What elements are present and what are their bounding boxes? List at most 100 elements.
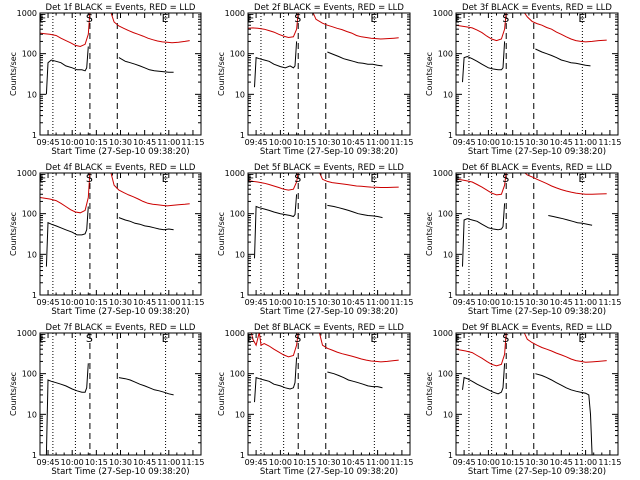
panel-title: Det 4f BLACK = Events, RED = LLD (46, 163, 196, 173)
x-tick-label: 10:00 (269, 458, 292, 467)
x-tick-label: 09:45 (453, 138, 476, 147)
y-axis-label: Counts/sec (217, 372, 226, 416)
x-axis-label: Start Time (27-Sep-10 09:38:20) (260, 147, 398, 157)
x-axis-label: Start Time (27-Sep-10 09:38:20) (51, 307, 189, 317)
marker-e-left: E (455, 12, 462, 25)
y-tick-label: 1 (240, 291, 245, 300)
x-tick-label: 09:45 (37, 138, 60, 147)
x-axis-label: Start Time (27-Sep-10 09:38:20) (260, 467, 398, 477)
marker-s: S (502, 12, 509, 25)
lld-series-line (110, 173, 190, 207)
series-group (45, 363, 174, 455)
x-tick-label: 10:00 (61, 298, 84, 307)
reference-lines (260, 13, 375, 135)
y-tick-label: 100 (22, 370, 37, 379)
x-tick-label: 11:15 (598, 138, 621, 147)
events-series-line (462, 363, 506, 395)
x-tick-label: 10:30 (109, 138, 132, 147)
events-series-line (327, 371, 383, 389)
panel-title: Det 9f BLACK = Events, RED = LLD (462, 323, 612, 333)
marker-s: S (86, 12, 93, 25)
x-tick-label: 10:00 (61, 458, 84, 467)
y-tick-label: 100 (438, 50, 453, 59)
y-tick-label: 10 (27, 250, 37, 259)
x-tick-label: 10:45 (550, 138, 573, 147)
marker-e-left: E (39, 332, 46, 345)
x-tick-label: 10:00 (477, 138, 500, 147)
reference-lines (468, 173, 583, 295)
marker-e-left: E (247, 172, 254, 185)
events-series-line (535, 373, 593, 455)
y-tick-label: 1 (448, 291, 453, 300)
x-tick-label: 10:45 (342, 138, 365, 147)
reference-lines (260, 333, 375, 455)
reference-lines (52, 13, 167, 135)
x-tick-label: 10:15 (85, 458, 108, 467)
lld-series-line (248, 333, 299, 358)
events-series-line (45, 206, 89, 267)
x-tick-label: 10:45 (550, 298, 573, 307)
panel-title: Det 8f BLACK = Events, RED = LLD (254, 323, 404, 333)
lld-series-line (456, 13, 507, 42)
x-tick-label: 10:15 (85, 298, 108, 307)
x-tick-label: 11:00 (574, 138, 597, 147)
x-tick-label: 11:15 (598, 458, 621, 467)
lld-series-line (318, 333, 399, 363)
x-tick-label: 11:00 (366, 138, 389, 147)
y-axis-label: Counts/sec (217, 52, 226, 96)
reference-lines (468, 13, 583, 135)
marker-s: S (86, 332, 93, 345)
series-group (40, 173, 190, 267)
y-tick-label: 10 (27, 410, 37, 419)
y-axis-label: Counts/sec (217, 212, 226, 256)
plot-frame (39, 332, 202, 456)
x-tick-label: 10:15 (501, 458, 524, 467)
marker-e-left: E (247, 332, 254, 345)
x-axis-label: Start Time (27-Sep-10 09:38:20) (51, 467, 189, 477)
plot-frame (247, 332, 411, 456)
events-series-line (462, 203, 506, 267)
reference-lines (52, 173, 167, 295)
events-series-line (118, 217, 174, 231)
x-tick-label: 11:15 (390, 458, 413, 467)
x-tick-label: 10:00 (61, 138, 84, 147)
y-tick-label: 10 (443, 410, 453, 419)
marker-e-right: E (162, 172, 169, 185)
panel-title: Det 6f BLACK = Events, RED = LLD (462, 163, 612, 173)
x-tick-label: 11:15 (390, 138, 413, 147)
y-axis-label: Counts/sec (425, 52, 434, 96)
y-tick-label: 1000 (225, 9, 245, 18)
series-group (40, 13, 190, 95)
x-tick-label: 09:45 (453, 298, 476, 307)
y-tick-label: 10 (443, 250, 453, 259)
marker-s: S (502, 172, 509, 185)
lld-series-line (110, 13, 190, 44)
x-tick-label: 10:00 (477, 298, 500, 307)
y-axis-label: Counts/sec (425, 372, 434, 416)
x-tick-label: 11:15 (181, 138, 204, 147)
x-tick-label: 09:45 (245, 458, 268, 467)
marker-s: S (294, 12, 301, 25)
x-tick-label: 10:15 (293, 138, 316, 147)
events-series-line (462, 41, 506, 83)
y-tick-label: 100 (230, 210, 245, 219)
x-tick-label: 11:15 (390, 298, 413, 307)
x-tick-label: 11:00 (366, 298, 389, 307)
y-tick-label: 1 (448, 131, 453, 140)
events-series-line (118, 57, 174, 73)
x-tick-label: 10:30 (525, 298, 548, 307)
x-axis-label: Start Time (27-Sep-10 09:38:20) (51, 147, 189, 157)
y-tick-label: 1 (240, 451, 245, 460)
y-tick-label: 1000 (17, 329, 37, 338)
plot-frame (455, 332, 619, 456)
x-tick-label: 10:30 (525, 138, 548, 147)
series-group (248, 333, 399, 403)
reference-lines (52, 333, 167, 455)
lld-series-line (248, 13, 299, 39)
marker-s: S (86, 172, 93, 185)
